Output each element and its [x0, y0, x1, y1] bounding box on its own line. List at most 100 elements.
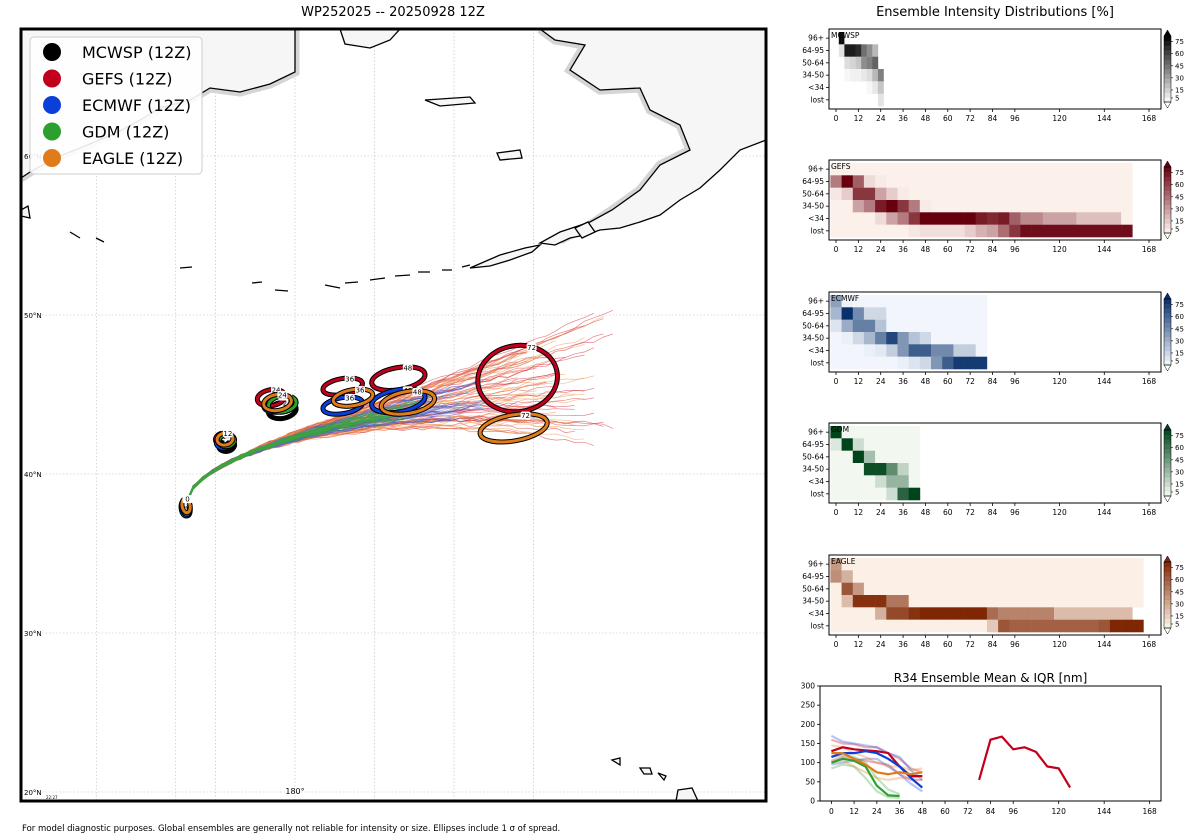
ensemble-track-gdm [183, 415, 413, 508]
colorbar-segment [1164, 472, 1171, 478]
heatmap-cell [897, 582, 909, 596]
heatmap-cell [1009, 212, 1021, 225]
heatmap-cell [852, 595, 865, 608]
heatmap-cell [1065, 607, 1077, 620]
colorbar-tick-label: 5 [1175, 357, 1179, 365]
colorbar-segment [1164, 92, 1171, 98]
heatmap-cell [1009, 619, 1021, 633]
heatmap-cell [830, 200, 842, 213]
heatmap-cell [1076, 558, 1088, 571]
heatmap-cell [877, 81, 884, 94]
heatmap-cell [875, 582, 887, 596]
x-tick-label: 72 [965, 245, 975, 254]
heatmap-cell [897, 558, 909, 571]
heatmap-cell [852, 295, 865, 308]
heatmap-cell [850, 56, 856, 70]
x-tick-label: 0 [834, 377, 839, 386]
x-tick-label: 168 [1142, 114, 1157, 123]
heatmap-cell [1042, 187, 1055, 201]
heatmap-cell [1020, 163, 1032, 176]
heatmap-cell [942, 344, 954, 357]
heatmap-cell [852, 487, 865, 501]
heatmap-cell [986, 200, 999, 213]
heatmap-cell [953, 332, 965, 345]
heatmap-cell [931, 570, 943, 583]
y-tick-label: lost [810, 621, 824, 630]
heatmap-cell [875, 332, 887, 345]
colorbar-frame [1163, 35, 1172, 103]
heatmap-cell [1009, 163, 1021, 176]
heatmap-cell [1042, 175, 1055, 188]
heatmap-cell [886, 307, 898, 320]
heatmap-cell [852, 163, 865, 176]
heatmap-cell [875, 450, 887, 464]
colorbar-segment [1164, 45, 1171, 51]
heatmap-cell [863, 356, 876, 370]
heatmap-cell [1109, 558, 1122, 571]
heatmap-cell [931, 212, 943, 225]
x-tick-label: 12 [854, 245, 864, 254]
heatmap-cell [1098, 570, 1111, 583]
ellipse-ring [321, 376, 364, 397]
colorbar-tick-label: 75 [1175, 169, 1184, 177]
r34-y-tick-label: 50 [805, 777, 815, 786]
hour-label-text: 48 [403, 365, 412, 373]
colorbar-tick-label: 45 [1175, 193, 1184, 201]
heatmap-cell [953, 607, 965, 620]
heatmap-cell [964, 356, 977, 370]
colorbar-tick-label: 45 [1175, 588, 1184, 596]
heatmap-cell [998, 163, 1010, 176]
colorbar-segment [1164, 434, 1171, 440]
heatmap-cell [875, 570, 887, 583]
heatmap-cell [1009, 187, 1021, 201]
colorbar-segment [1164, 69, 1171, 74]
heatmap-cell [897, 475, 909, 488]
heatmap-cell [908, 295, 921, 308]
heatmap-cell [1054, 619, 1066, 633]
heatmap-cell [852, 607, 865, 620]
x-tick-label: 120 [1052, 377, 1067, 386]
y-tick-label: 64-95 [802, 440, 824, 449]
x-tick-label: 168 [1142, 245, 1157, 254]
heatmap-cell [964, 319, 977, 333]
x-tick-label: 36 [898, 245, 908, 254]
heatmap-cell [1087, 175, 1099, 188]
heatmap-cell [942, 582, 954, 596]
heatmap-cell [975, 356, 988, 370]
hour-label-text: 36 [345, 395, 354, 403]
heatmap-cell [986, 224, 999, 238]
ellipse-ring [476, 343, 559, 414]
heatmap-cell [841, 187, 854, 201]
r34-x-tick-label: 84 [986, 807, 996, 816]
heatmap-cell [897, 163, 909, 176]
r34-iqr-line [831, 757, 923, 793]
heatmap-cell [975, 163, 988, 176]
y-tick-label: lost [810, 358, 824, 367]
heatmap-cell [975, 582, 988, 596]
heatmap-cell [830, 356, 842, 370]
y-tick-label: <34 [808, 477, 824, 486]
heatmap-cell [1098, 607, 1111, 620]
colorbar-segment [1164, 176, 1171, 182]
r34-y-tick-label: 150 [801, 739, 816, 748]
colorbar-max-arrow [1163, 29, 1172, 37]
heatmap-cell [1121, 607, 1133, 620]
heatmap-cell [908, 558, 921, 571]
heatmap-cell [1121, 175, 1133, 188]
colorbar-segment [1164, 336, 1171, 342]
heatmap-cell [855, 56, 862, 70]
heatmap-cell [897, 224, 909, 238]
heatmap-cell [975, 558, 988, 571]
heatmap-cell [975, 307, 988, 320]
x-tick-label: 96 [1010, 245, 1020, 254]
heatmap-cell [908, 450, 921, 464]
y-tick-label: 64-95 [802, 572, 824, 581]
x-tick-label: 96 [1010, 114, 1020, 123]
heatmap-cell [942, 619, 954, 633]
heatmap-cell [886, 356, 898, 370]
heatmap-cell [964, 619, 977, 633]
x-tick-label: 144 [1097, 245, 1112, 254]
legend-marker [43, 43, 61, 61]
colorbar-segment [1164, 322, 1171, 328]
legend-marker [43, 69, 61, 88]
